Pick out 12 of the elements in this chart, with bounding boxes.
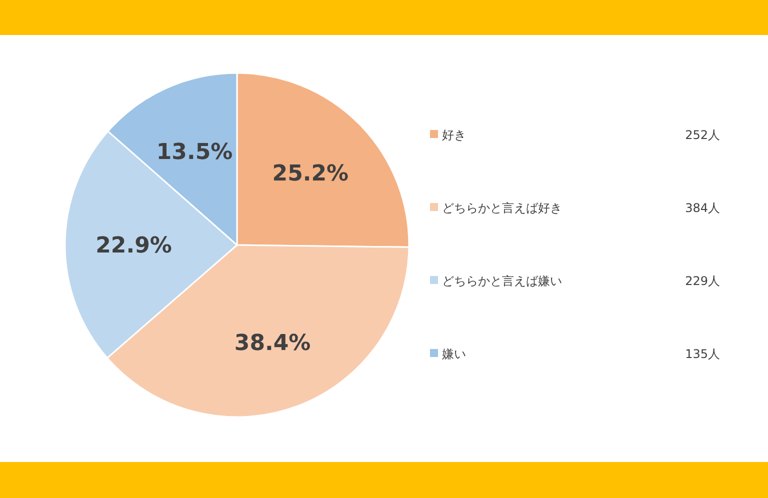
data-label: 25.2% bbox=[272, 161, 349, 186]
text: 384人 bbox=[685, 201, 720, 215]
text: 252人 bbox=[685, 128, 720, 142]
legend-label: どちらかと言えば嫌い bbox=[442, 274, 562, 288]
legend-label: どちらかと言えば好き bbox=[442, 201, 562, 215]
data-label: 22.9% bbox=[96, 234, 172, 259]
legend-label: 好き bbox=[442, 128, 466, 142]
data-label: 38.4% bbox=[234, 330, 311, 356]
data-label: 13.5% bbox=[156, 140, 233, 165]
text: 135人 bbox=[685, 347, 720, 361]
legend-label: 嫌い bbox=[442, 347, 466, 361]
text: 229人 bbox=[685, 274, 720, 288]
